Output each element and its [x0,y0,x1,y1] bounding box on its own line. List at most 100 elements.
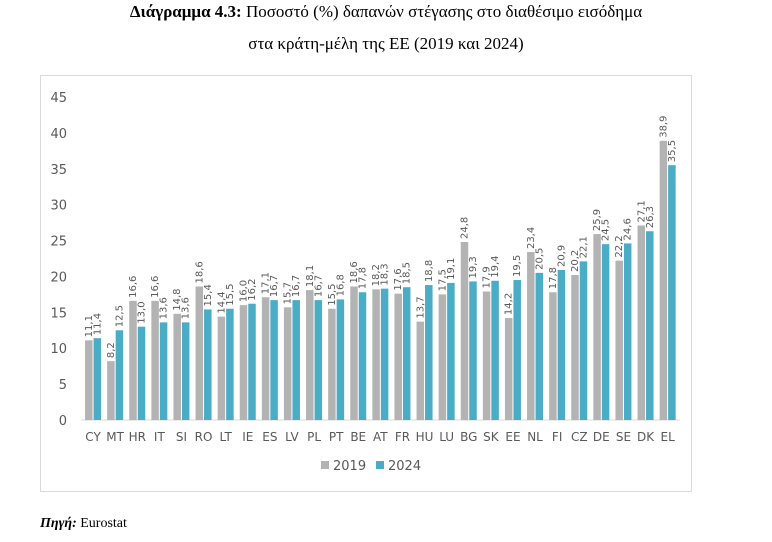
data-label: 16,7 [313,275,324,297]
bar-2024-PT [336,299,345,420]
y-tick-label: 40 [50,127,67,142]
bar-2024-LU [447,282,455,420]
data-label: 19,5 [512,255,523,277]
data-label: 14,8 [172,289,183,311]
x-tick-label: CY [85,430,101,444]
data-label: 14,2 [504,293,515,315]
data-label: 20,5 [534,248,545,270]
legend-label: 2019 [333,459,366,474]
data-label: 14,4 [216,291,227,313]
x-tick-label: IE [242,430,253,444]
legend-swatch-2024 [376,461,384,469]
data-label: 12,5 [114,305,125,327]
bar-2024-BE [358,292,367,420]
x-tick-label: BE [350,430,366,444]
data-label: 35,5 [667,140,678,162]
x-tick-label: SE [616,430,631,444]
data-label: 24,8 [460,217,471,239]
data-label: 22,1 [579,236,590,258]
bar-2024-EE [513,280,521,420]
bar-2024-IE [248,303,256,420]
x-tick-label: RO [195,430,213,444]
data-label: 19,3 [468,256,479,278]
x-tick-label: SI [176,430,187,444]
bar-2019-LU [438,294,447,420]
data-label: 20,2 [570,250,581,272]
data-label: 18,3 [380,263,391,285]
y-tick-label: 45 [50,91,67,106]
bar-2024-LV [292,300,300,420]
y-tick-label: 0 [59,414,67,429]
data-label: 18,1 [305,265,316,287]
data-label: 27,1 [636,200,647,222]
data-label: 16,8 [335,274,346,296]
data-label: 11,1 [84,315,95,337]
data-label: 38,9 [658,116,669,138]
x-tick-label: IT [154,430,166,444]
x-tick-label: PT [329,430,344,444]
chart-area: 0 5 10 15 20 25 30 35 40 45 CY 11,1 11,4 MT 8,2 12,5 HR 1… [40,75,692,492]
x-tick-label: FI [552,430,562,444]
x-tick-label: PL [307,430,321,444]
bar-2019-BE [350,286,358,420]
x-tick-label: DK [637,430,655,444]
x-tick-label: DE [593,430,610,444]
bar-2019-LV [283,307,292,420]
bar-2024-SE [623,243,632,420]
data-label: 17,5 [437,269,448,291]
bar-2024-ES [270,300,278,420]
bar-2019-CZ [571,275,579,420]
data-label: 18,6 [194,261,205,283]
bar-2019-FI [549,292,557,420]
bar-2024-NL [535,272,544,420]
bar-2019-SK [482,291,491,420]
data-label: 13,6 [181,297,192,319]
bar-2024-HR [137,326,146,420]
data-label: 24,6 [623,218,634,240]
y-tick-label: 10 [50,342,67,357]
y-tick-label: 25 [50,235,67,250]
bar-2024-SK [491,280,499,420]
bar-2024-AT [380,288,389,420]
bar-2019-IT [151,300,159,420]
bar-2024-HU [425,285,433,420]
x-tick-label: EE [505,430,520,444]
y-tick-label: 20 [50,270,67,285]
bar-2019-FR [394,293,402,420]
source-label: Πηγή: [40,516,77,531]
data-label: 25,9 [592,209,603,231]
legend-swatch-2019 [321,461,329,469]
bar-2019-DE [593,234,601,420]
bar-2024-CZ [579,261,588,420]
data-label: 18,2 [371,264,382,286]
bar-2019-ES [261,297,270,420]
x-tick-label: CZ [571,430,588,444]
chart-title-bold: Διάγραμμα 4.3: [129,2,242,21]
data-label: 24,5 [601,219,612,241]
data-label: 8,2 [106,342,117,358]
bar-2024-IT [159,322,168,420]
bar-2019-PT [328,308,336,420]
bar-2024-MT [115,330,124,420]
bar-2019-SI [173,313,181,420]
data-label: 13,0 [137,301,148,323]
source-note: Πηγή: Eurostat [40,516,127,532]
bar-2019-HR [129,300,137,420]
source-value: Eurostat [80,516,127,531]
data-label: 19,1 [446,258,457,280]
y-tick-label: 35 [50,163,67,178]
bar-2024-LT [226,308,234,420]
bar-2019-SE [615,260,623,420]
data-label: 17,8 [548,267,559,289]
data-label: 23,4 [526,227,537,249]
x-tick-label: NL [527,430,543,444]
bar-2019-EL [659,140,668,420]
data-label: 16,2 [247,278,258,300]
bar-2024-PL [314,300,323,420]
x-tick-label: EL [661,430,676,444]
bar-2019-RO [195,286,204,420]
bar-2024-RO [204,309,212,420]
data-label: 18,8 [424,260,435,282]
x-tick-label: MT [106,430,124,444]
data-label: 17,9 [482,266,493,288]
